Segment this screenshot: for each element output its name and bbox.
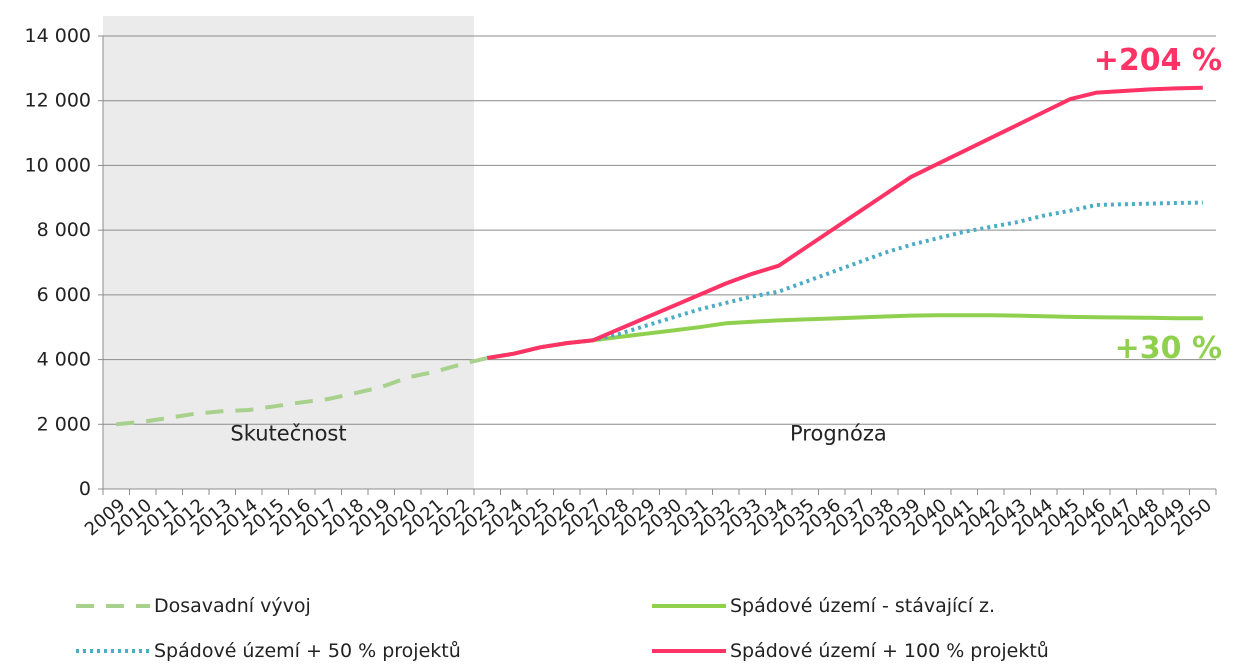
- y-tick-label: 12 000: [25, 90, 91, 112]
- y-tick-label: 4 000: [37, 349, 91, 371]
- series-line-2: [486, 200, 1203, 360]
- series-line-3: [486, 85, 1203, 360]
- legend-swatch-dashed: [76, 604, 150, 608]
- legend-item-50-projektu: Spádové území + 50 % projektů: [74, 640, 461, 662]
- region-0: [103, 16, 474, 489]
- legend-label: Spádové území + 50 % projektů: [154, 640, 461, 662]
- legend-label: Spádové území - stávající z.: [730, 595, 996, 617]
- legend-label: Spádové území + 100 % projektů: [730, 640, 1049, 662]
- legend-swatch-dotted: [76, 649, 150, 653]
- region-label: Skutečnost: [230, 421, 346, 445]
- y-tick-label: 10 000: [25, 154, 91, 176]
- region-label: Prognóza: [790, 421, 887, 445]
- legend-item-dosavadni-vyvoj: Dosavadní vývoj: [74, 595, 311, 617]
- series-line-0: [116, 356, 488, 427]
- legend-item-100-projektu: Spádové území + 100 % projektů: [650, 640, 1049, 662]
- annotation-label: +30 %: [1115, 331, 1222, 366]
- series-line-1: [486, 313, 1203, 360]
- legend-swatch-solid-green: [652, 604, 726, 608]
- legend-item-stavajici: Spádové území - stávající z.: [650, 595, 995, 617]
- y-tick-label: 2 000: [37, 413, 91, 435]
- y-tick-label: 0: [79, 478, 91, 500]
- legend-label: Dosavadní vývoj: [154, 595, 311, 617]
- legend-swatch-solid-red: [652, 649, 726, 653]
- y-tick-label: 14 000: [25, 25, 91, 47]
- y-tick-label: 8 000: [37, 219, 91, 241]
- y-tick-label: 6 000: [37, 284, 91, 306]
- annotation-label: +204 %: [1094, 43, 1222, 78]
